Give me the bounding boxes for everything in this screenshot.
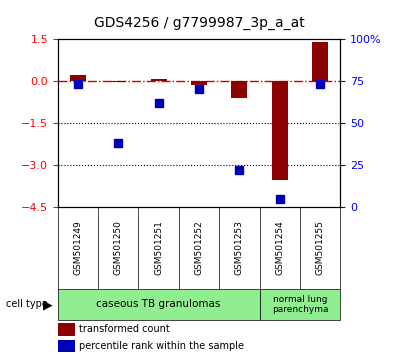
- Point: [115, 140, 121, 146]
- Text: percentile rank within the sample: percentile rank within the sample: [79, 341, 244, 351]
- Bar: [191, 81, 207, 85]
- Text: caseous TB granulomas: caseous TB granulomas: [96, 299, 221, 309]
- Point: [277, 196, 283, 201]
- Point: [156, 100, 162, 105]
- Text: GDS4256 / g7799987_3p_a_at: GDS4256 / g7799987_3p_a_at: [94, 16, 304, 30]
- Bar: [231, 81, 248, 98]
- Bar: [312, 42, 328, 81]
- Bar: [70, 75, 86, 81]
- Point: [236, 167, 242, 173]
- Text: GSM501253: GSM501253: [235, 220, 244, 275]
- Text: ▶: ▶: [43, 298, 53, 311]
- Text: GSM501254: GSM501254: [275, 221, 284, 275]
- Bar: [110, 81, 126, 82]
- Text: cell type: cell type: [6, 299, 48, 309]
- Text: GSM501251: GSM501251: [154, 220, 163, 275]
- Text: transformed count: transformed count: [79, 324, 170, 334]
- Text: normal lung
parenchyma: normal lung parenchyma: [272, 295, 328, 314]
- Text: GSM501250: GSM501250: [114, 220, 123, 275]
- Bar: [272, 81, 288, 181]
- Point: [196, 86, 202, 92]
- Bar: [58, 339, 75, 352]
- Point: [317, 81, 323, 87]
- Text: GSM501255: GSM501255: [316, 220, 325, 275]
- Point: [75, 81, 81, 87]
- Bar: [259, 289, 340, 320]
- Bar: [150, 79, 167, 81]
- Bar: [58, 289, 259, 320]
- Text: GSM501252: GSM501252: [195, 221, 203, 275]
- Bar: [58, 323, 75, 336]
- Text: GSM501249: GSM501249: [73, 221, 82, 275]
